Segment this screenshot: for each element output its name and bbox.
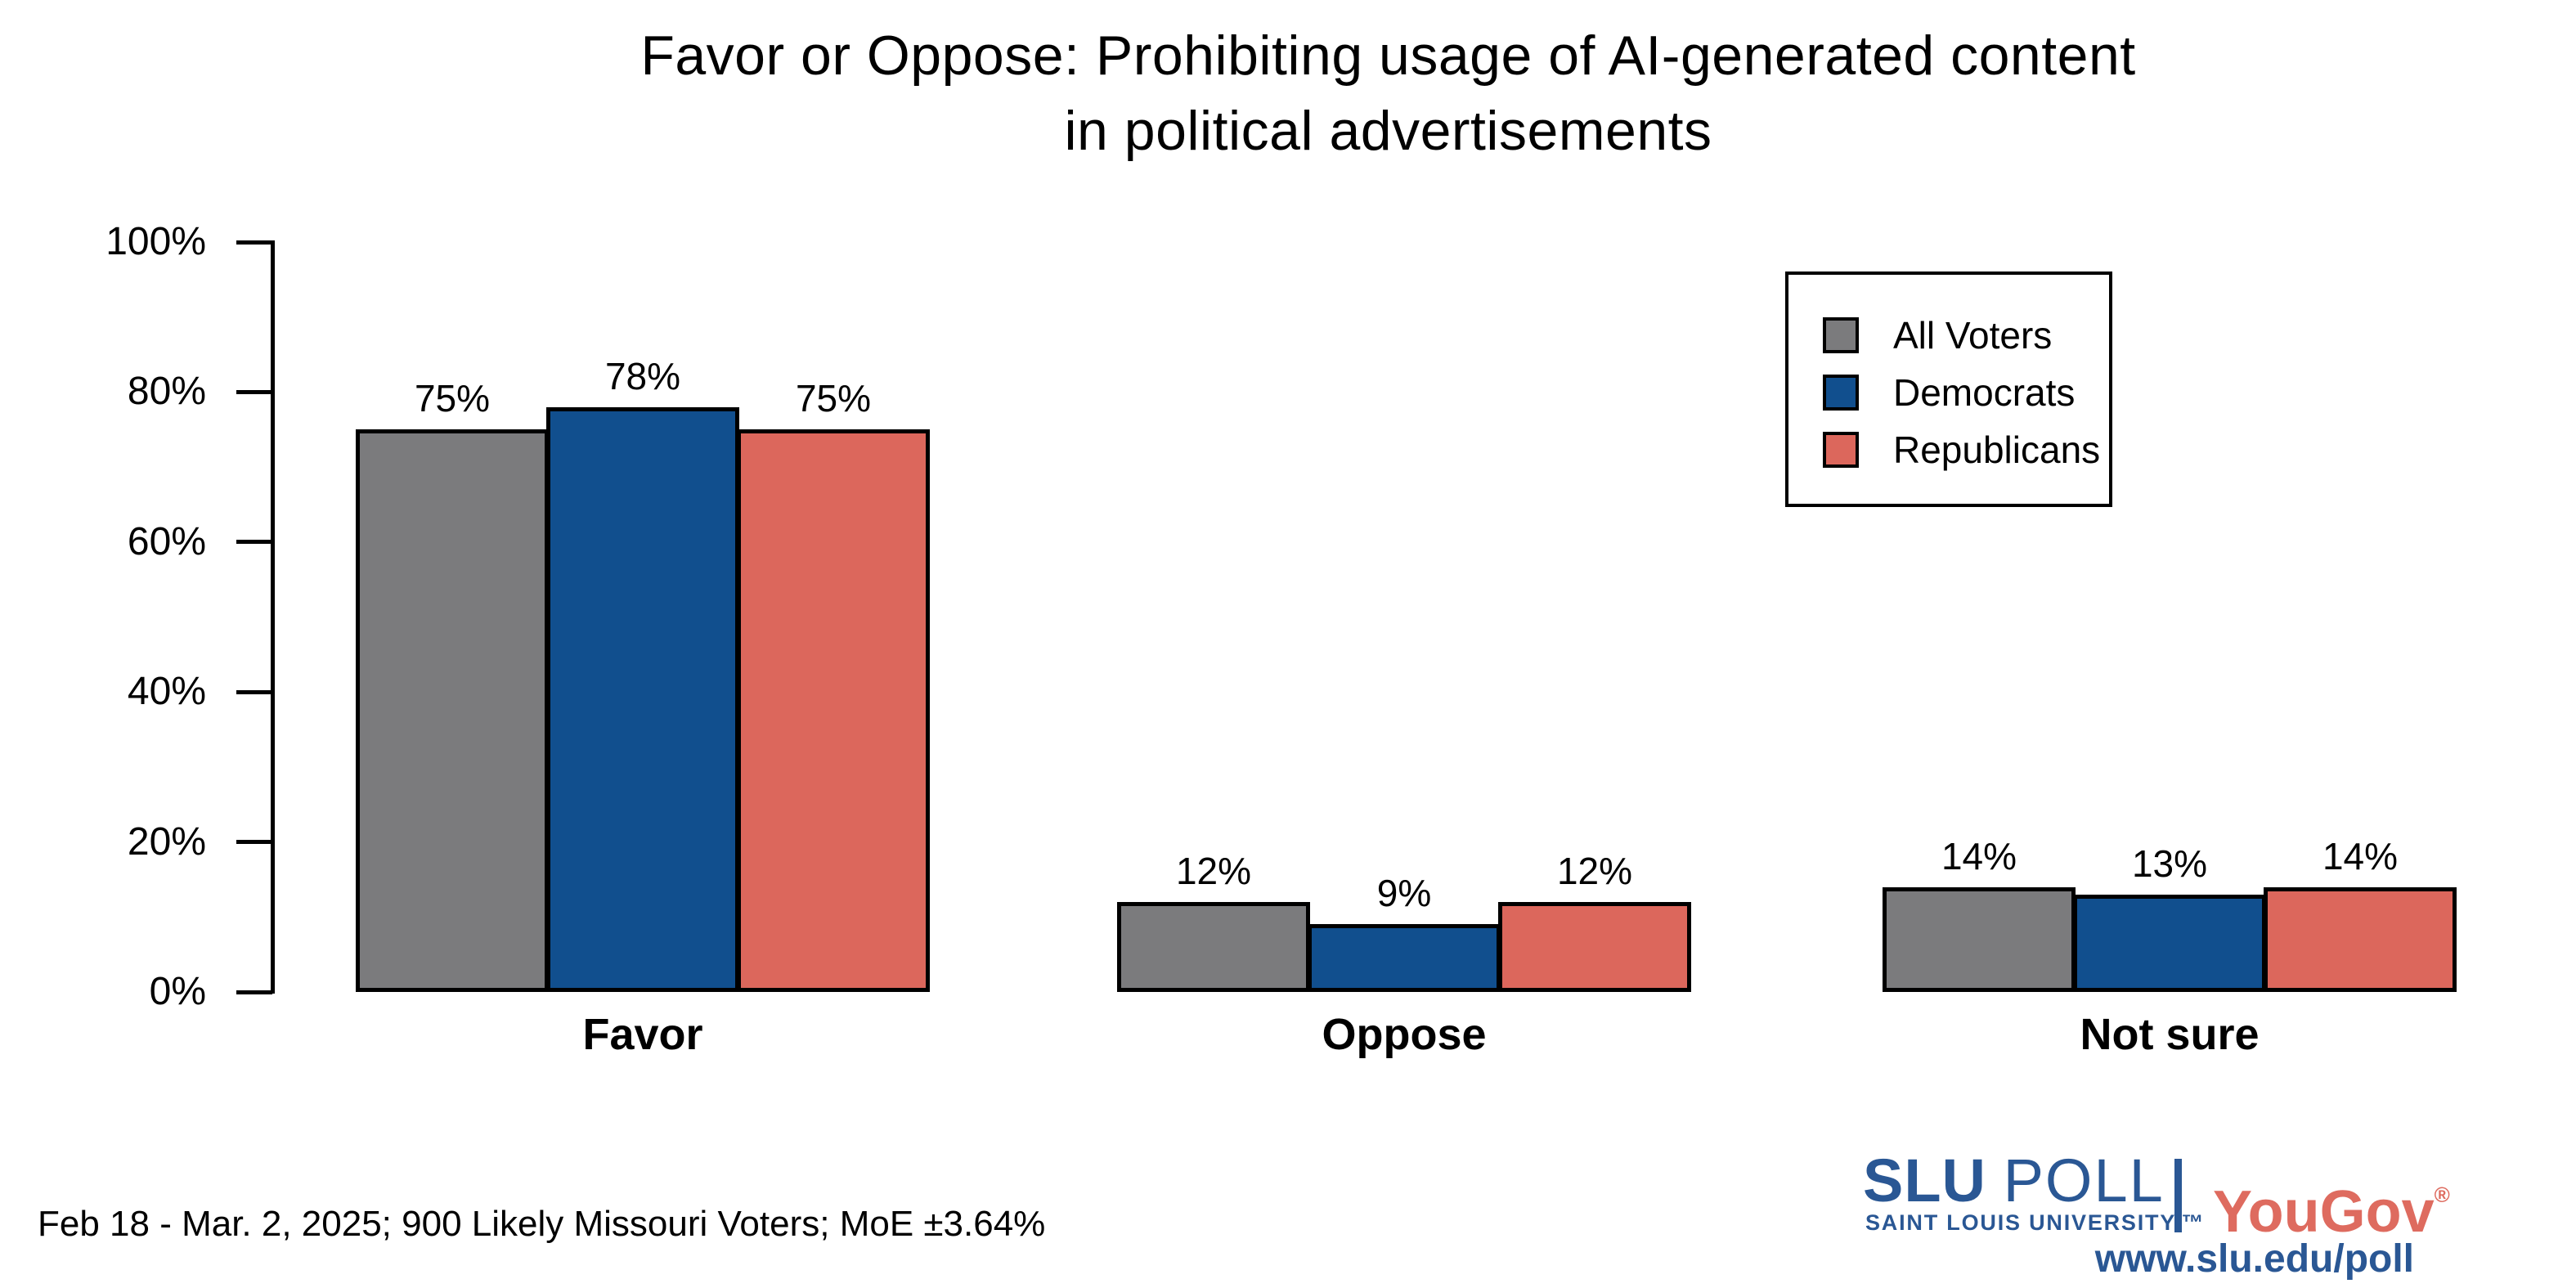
category-label-not-sure: Not sure [2080, 1010, 2260, 1059]
bar-not-sure-republicans [2264, 886, 2457, 992]
bar-not-sure-democrats [2073, 894, 2266, 992]
registered-trademark-icon: ® [2434, 1183, 2450, 1207]
bar-oppose-republicans [1498, 901, 1691, 992]
y-tick-label: 100% [105, 220, 206, 263]
slu-logo-text: SLU [1863, 1147, 1986, 1214]
y-axis-line [271, 240, 275, 994]
bar-not-sure-all-voters [1883, 886, 2076, 992]
bar-favor-all-voters [356, 429, 549, 992]
legend-swatch [1823, 375, 1859, 411]
y-tick-label: 20% [127, 819, 206, 864]
y-axis-tick [236, 540, 272, 545]
legend-swatch [1823, 317, 1859, 353]
poll-logo-text: POLL [2003, 1147, 2165, 1214]
category-label-favor: Favor [582, 1010, 703, 1059]
legend-item-republicans: Republicans [1823, 429, 2101, 471]
legend-item-all-voters: All Voters [1823, 314, 2053, 357]
y-axis-tick [236, 990, 272, 994]
bar-value-label: 75% [795, 377, 872, 420]
y-tick-label: 60% [127, 519, 206, 563]
chart-title: Favor or Oppose: Prohibiting usage of AI… [274, 18, 2502, 168]
y-axis-tick [236, 689, 272, 694]
legend: All Voters Democrats Republicans [1785, 272, 2112, 507]
y-axis-tick [236, 389, 272, 394]
bar-value-label: 75% [414, 377, 491, 420]
bar-favor-democrats [546, 406, 739, 992]
legend-item-democrats: Democrats [1823, 371, 2076, 414]
y-tick-label: 80% [127, 370, 206, 414]
bar-oppose-democrats [1308, 924, 1501, 992]
y-tick-label: 40% [127, 670, 206, 714]
bar-value-label: 78% [604, 354, 681, 397]
bar-value-label: 12% [1175, 849, 1252, 892]
bar-value-label: 14% [2322, 834, 2399, 877]
bar-favor-republicans [737, 429, 930, 992]
slu-poll-logo: SLU POLL [1863, 1150, 2165, 1212]
bar-value-label: 14% [1941, 834, 2017, 877]
bar-value-label: 13% [2131, 841, 2208, 885]
brand-separator-bar [2174, 1159, 2182, 1232]
legend-label: All Voters [1893, 314, 2053, 357]
bar-value-label: 9% [1376, 872, 1432, 915]
yougov-logo-text: YouGov [2213, 1179, 2435, 1245]
legend-label: Democrats [1893, 371, 2076, 414]
y-axis-tick [236, 240, 272, 245]
survey-footnote: Feb 18 - Mar. 2, 2025; 900 Likely Missou… [38, 1204, 1046, 1244]
chart-title-line2: in political advertisements [1064, 100, 1712, 162]
poll-website-url: www.slu.edu/poll [2094, 1237, 2414, 1281]
chart-title-line1: Favor or Oppose: Prohibiting usage of AI… [640, 25, 2136, 87]
category-label-oppose: Oppose [1322, 1010, 1487, 1059]
bar-oppose-all-voters [1117, 901, 1310, 992]
y-tick-label: 0% [149, 970, 206, 1013]
y-axis-tick [236, 840, 272, 845]
slu-subtitle: SAINT LOUIS UNIVERSITY.™ [1865, 1210, 2206, 1235]
legend-swatch [1823, 432, 1859, 468]
legend-label: Republicans [1893, 429, 2101, 471]
yougov-logo: YouGov® [2213, 1165, 2450, 1242]
bar-value-label: 12% [1556, 849, 1633, 892]
